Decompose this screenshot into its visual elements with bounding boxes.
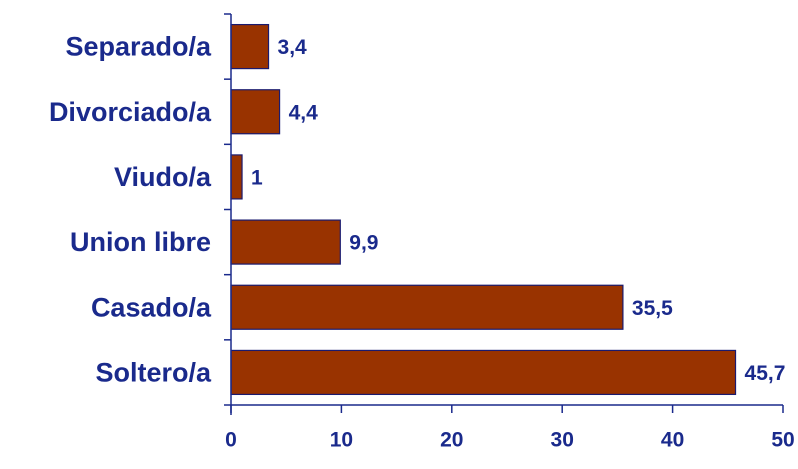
x-tick-label-0: 0 [225,429,237,452]
axes-group [224,13,784,415]
bar-divorciado-a [230,89,281,135]
labels-group: Separado/a 3,4 Divorciado/a 4,4 Viudo/a 1 Unio… [49,32,795,452]
value-label-union-libre: 9,9 [349,232,378,255]
category-label-separado-a: Separado/a [65,32,212,62]
x-tick-label-10: 10 [330,429,353,452]
value-label-viudo-a: 1 [251,166,263,189]
value-label-soltero-a: 45,7 [745,362,786,385]
category-label-union-libre: Union libre [70,227,211,257]
x-tick-label-30: 30 [551,429,574,452]
category-label-casado-a: Casado/a [91,292,212,322]
x-tick-label-40: 40 [661,429,684,452]
bars-group [230,23,737,396]
category-label-soltero-a: Soltero/a [95,357,212,387]
value-label-casado-a: 35,5 [632,297,673,320]
value-label-divorciado-a: 4,4 [289,101,319,124]
category-label-divorciado-a: Divorciado/a [49,97,212,127]
bar-casado-a [230,284,624,330]
value-label-separado-a: 3,4 [278,36,308,59]
bar-viudo-a [230,154,243,200]
category-label-viudo-a: Viudo/a [114,162,212,192]
bar-soltero-a [230,349,737,396]
bar-union-libre [230,219,341,265]
x-tick-label-20: 20 [440,429,463,452]
bar-separado-a [230,23,270,70]
x-tick-label-50: 50 [771,429,794,452]
